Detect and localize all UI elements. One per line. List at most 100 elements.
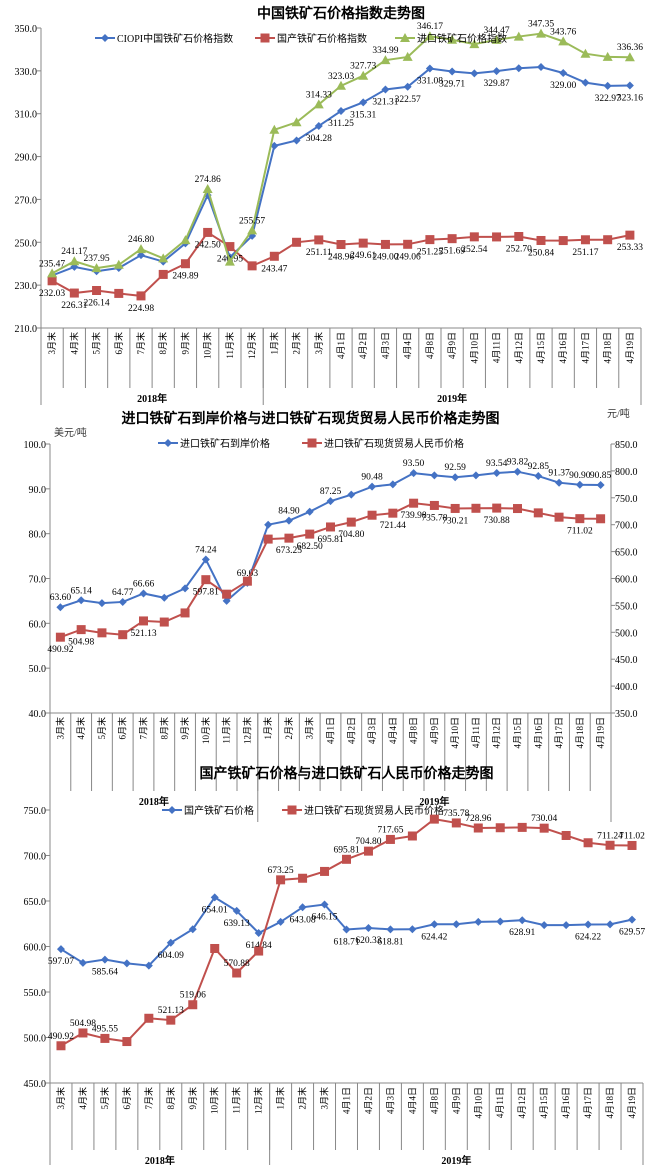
data-label: 735.78	[421, 513, 447, 523]
data-point	[69, 288, 79, 298]
category-label: 4月19日	[596, 717, 606, 749]
category-label: 4月1日	[336, 332, 346, 359]
category-label: 4月3日	[367, 717, 377, 744]
data-point	[513, 467, 522, 476]
category-label: 12月末	[246, 332, 257, 359]
category-label: 4月9日	[447, 332, 457, 359]
data-label: 93.54	[486, 459, 508, 469]
data-label: 241.17	[61, 247, 87, 257]
category-label: 5月末	[96, 717, 107, 740]
data-point	[513, 504, 522, 514]
category-label: 9月末	[179, 332, 190, 355]
data-point	[305, 507, 314, 516]
data-point	[136, 291, 146, 301]
data-point	[558, 36, 569, 46]
y-tick-label: 210.0	[15, 324, 38, 335]
data-label: 329.00	[550, 81, 576, 91]
data-label: 92.85	[528, 462, 550, 472]
category-label: 4月8日	[425, 332, 435, 359]
data-label: 84.90	[278, 507, 300, 517]
data-point	[429, 500, 439, 510]
data-point	[232, 906, 241, 915]
data-point	[580, 235, 590, 245]
y-tick-label: 250.0	[15, 238, 38, 249]
data-point	[56, 1041, 66, 1051]
category-label: 4月4日	[388, 717, 398, 744]
data-point	[540, 921, 549, 930]
category-label: 4月16日	[561, 1087, 571, 1119]
category-label: 4月18日	[605, 1087, 615, 1119]
data-point	[558, 236, 568, 246]
data-point	[596, 481, 605, 490]
data-point	[430, 920, 439, 929]
data-label: 90.48	[361, 473, 383, 483]
data-point	[203, 227, 213, 237]
data-point	[408, 925, 417, 934]
y2-tick-label: 650.0	[615, 548, 638, 559]
data-point	[470, 69, 479, 78]
data-point	[158, 269, 168, 279]
y-tick-label: 450.0	[24, 1079, 47, 1090]
y2-tick-label: 850.0	[615, 440, 638, 451]
category-label: 3月末	[54, 717, 65, 740]
data-label: 331.08	[417, 77, 443, 87]
category-label: 6月末	[113, 332, 124, 355]
data-point	[180, 235, 191, 245]
data-label: 490.92	[47, 645, 73, 655]
data-label: 327.73	[350, 62, 376, 72]
data-point	[450, 503, 460, 513]
data-point	[469, 39, 480, 49]
y2-tick-label: 750.0	[615, 494, 638, 505]
data-point	[533, 508, 543, 518]
category-label: 1月末	[275, 1087, 286, 1110]
data-point	[91, 263, 102, 273]
data-point	[92, 286, 102, 295]
category-label: 4月2日	[363, 1087, 373, 1114]
data-point	[202, 184, 213, 194]
category-label: 4月12日	[492, 717, 502, 749]
data-label: 311.25	[328, 119, 354, 129]
data-point	[447, 34, 458, 44]
data-label: 321.31	[372, 97, 398, 107]
y-tick-label: 330.0	[15, 67, 38, 78]
data-point	[430, 471, 439, 480]
category-label: 4月15日	[539, 1087, 549, 1119]
data-label: 304.28	[306, 134, 332, 144]
category-label: 4月17日	[554, 717, 564, 749]
data-label: 711.02	[567, 527, 593, 537]
y2-tick-label: 500.0	[615, 628, 638, 639]
data-point	[320, 866, 330, 876]
data-point	[518, 916, 527, 925]
data-point	[409, 498, 419, 508]
data-point	[284, 533, 294, 543]
data-label: 93.50	[403, 459, 425, 469]
data-label: 249.00	[372, 252, 398, 262]
data-label: 249.89	[172, 272, 198, 282]
legend-label: 国产铁矿石价格	[184, 804, 254, 817]
data-point	[492, 232, 502, 242]
category-label: 4月1日	[342, 1087, 352, 1114]
data-point	[628, 915, 637, 924]
data-point	[492, 67, 501, 76]
data-point	[496, 917, 505, 926]
y-tick-label: 270.0	[15, 195, 38, 206]
data-label: 504.98	[70, 1019, 96, 1029]
data-point	[291, 117, 302, 127]
data-label: 232.03	[39, 289, 65, 299]
y-tick-label: 80.0	[29, 530, 47, 541]
data-point	[222, 596, 231, 605]
y2-tick-label: 550.0	[615, 601, 638, 612]
category-label: 5月末	[91, 332, 102, 355]
data-point	[425, 235, 435, 245]
data-label: 695.81	[317, 535, 343, 545]
data-point	[100, 1033, 110, 1043]
data-point	[160, 593, 169, 602]
data-point	[606, 920, 615, 929]
year-label: 2019年	[437, 392, 467, 405]
data-point	[276, 875, 286, 885]
category-label: 10月末	[202, 332, 213, 359]
data-point	[474, 917, 483, 926]
y-tick-label: 600.0	[24, 943, 47, 954]
data-point	[514, 232, 524, 241]
